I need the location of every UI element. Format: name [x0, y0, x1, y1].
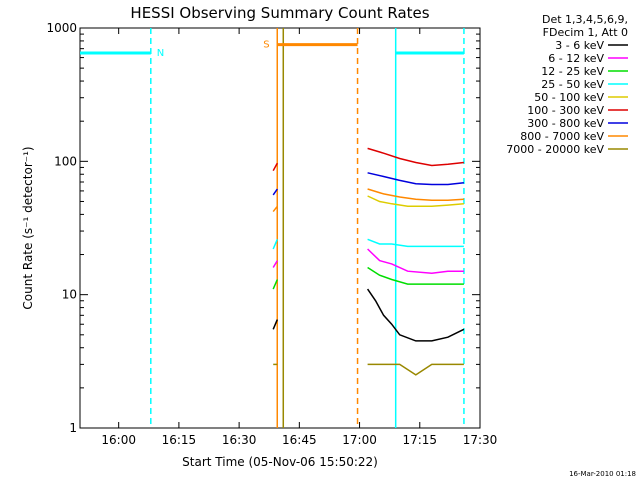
legend-entry: 7000 - 20000 keV [506, 143, 604, 156]
legend-header: FDecim 1, Att 0 [543, 26, 628, 39]
legend: Det 1,3,4,5,6,9,FDecim 1, Att 03 - 6 keV… [506, 13, 628, 156]
vertical-markers [150, 28, 465, 428]
x-axis: 16:00 16:15 16:30 16:45 17:00 17:15 17:30 [101, 28, 497, 447]
series-line-8-1 [367, 363, 464, 376]
x-tick-label: 17:30 [463, 433, 498, 447]
series-line-0-0 [272, 319, 278, 330]
timestamp-stamp: 16-Mar-2010 01:18 [569, 470, 636, 478]
x-tick-label: 17:15 [402, 433, 437, 447]
series-line-5-1 [367, 147, 464, 167]
series-line-2-1 [367, 266, 464, 285]
y-tick-label: 1000 [46, 21, 77, 35]
y-axis: 1 10 100 1000 [46, 21, 480, 435]
x-tick-label: 16:15 [162, 433, 197, 447]
series-line-3-0 [272, 239, 278, 250]
series-line-0-1 [366, 288, 465, 342]
legend-entry: 100 - 300 keV [527, 104, 604, 117]
plot-area: NS [79, 27, 481, 429]
plot-frame [79, 27, 481, 429]
legend-header: Det 1,3,4,5,6,9, [542, 13, 628, 26]
series-lines [272, 147, 465, 376]
y-tick-label: 10 [62, 288, 77, 302]
series-line-7-1 [367, 188, 464, 202]
series-line-6-1 [367, 172, 464, 186]
x-axis-label: Start Time (05-Nov-06 15:50:22) [182, 455, 378, 469]
series-line-7-0 [272, 205, 278, 213]
legend-entry: 800 - 7000 keV [520, 130, 604, 143]
series-line-3-1 [367, 238, 464, 248]
legend-entry: 25 - 50 keV [541, 78, 604, 91]
series-line-5-0 [272, 162, 278, 172]
y-tick-label: 1 [69, 421, 77, 435]
x-tick-label: 17:00 [342, 433, 377, 447]
chart-title: HESSI Observing Summary Count Rates [130, 4, 429, 22]
y-tick-label: 100 [54, 154, 77, 168]
series-line-4-0 [367, 195, 464, 208]
series-line-1-0 [272, 260, 278, 268]
flag-label-0: N [157, 48, 164, 59]
series-line-1-1 [367, 248, 464, 274]
series-line-2-0 [272, 279, 278, 290]
legend-entry: 50 - 100 keV [534, 91, 604, 104]
y-axis-label: Count Rate (s⁻¹ detector⁻¹) [21, 146, 35, 309]
legend-entry: 300 - 800 keV [527, 117, 604, 130]
x-tick-label: 16:00 [101, 433, 136, 447]
legend-entry: 12 - 25 keV [541, 65, 604, 78]
series-line-6-0 [272, 188, 278, 196]
x-tick-label: 16:45 [282, 433, 317, 447]
x-tick-label: 16:30 [222, 433, 257, 447]
flag-label-1: S [263, 40, 269, 51]
legend-entry: 3 - 6 keV [555, 39, 604, 52]
observing-flags: NS [80, 40, 464, 59]
legend-entry: 6 - 12 keV [548, 52, 604, 65]
